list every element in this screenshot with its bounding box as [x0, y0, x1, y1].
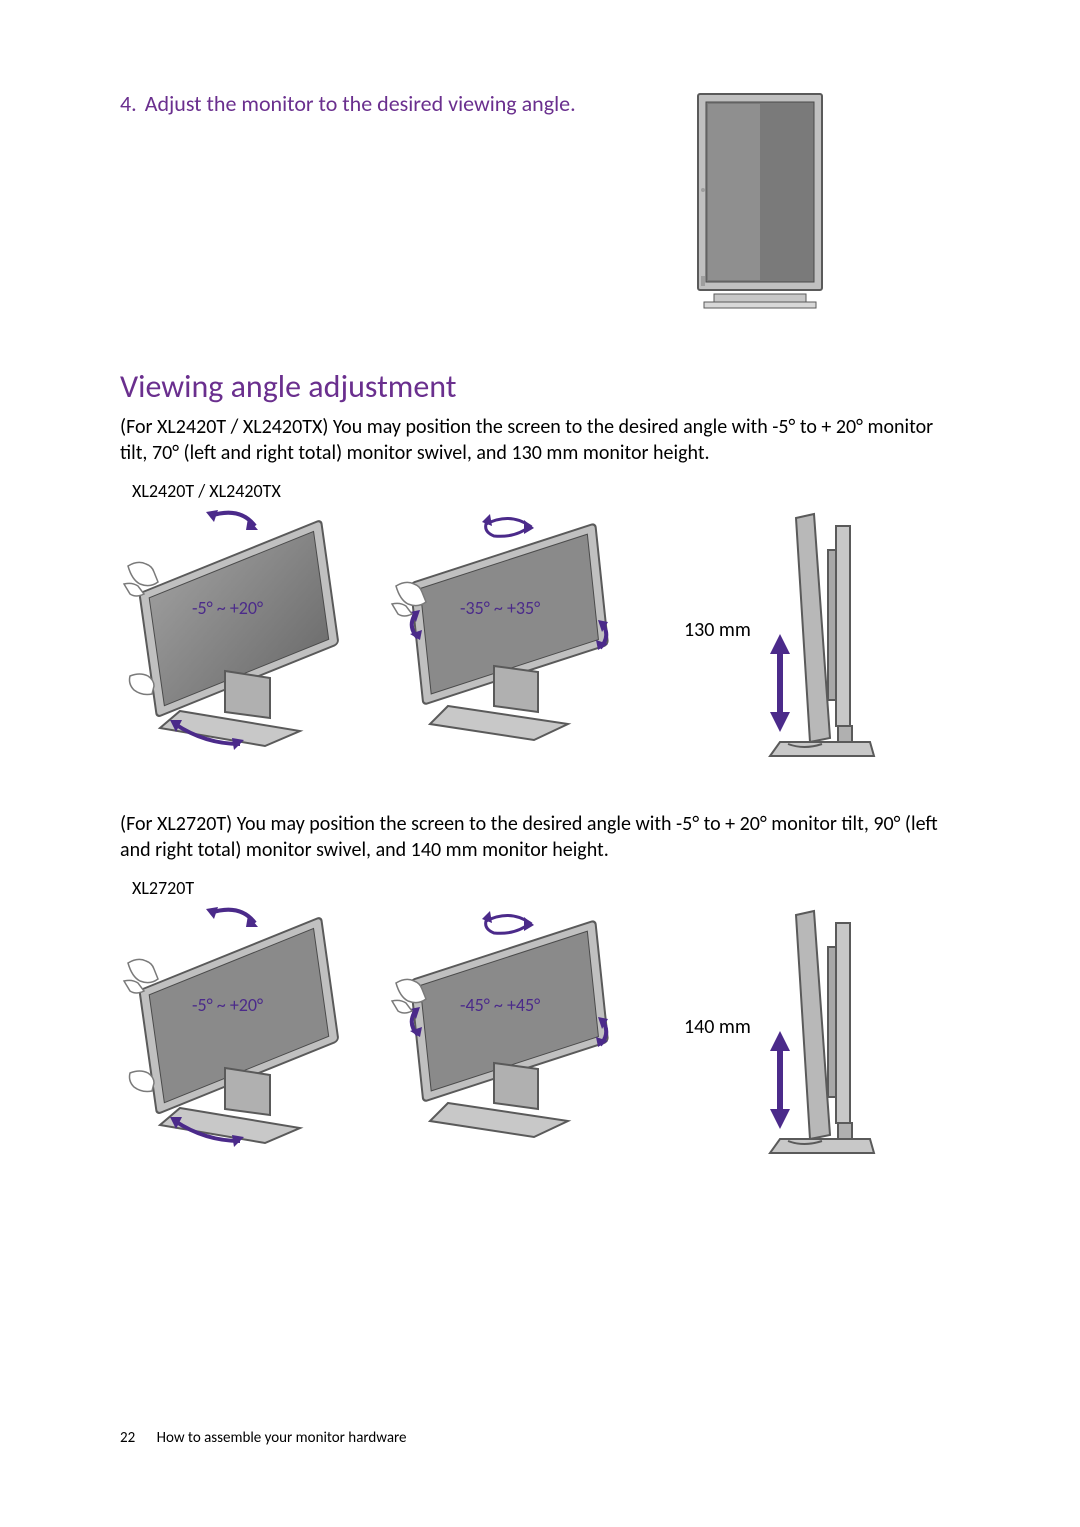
- footer-title: How to assemble your monitor hardware: [157, 1429, 407, 1447]
- step-number: 4.: [120, 90, 137, 117]
- step-text: Adjust the monitor to the desired viewin…: [145, 90, 590, 117]
- page-number: 22: [120, 1429, 135, 1447]
- model-a-intro: (For XL2420T / XL2420TX) You may positio…: [120, 414, 960, 466]
- tilt-label-b: -5° ~ +20°: [192, 994, 263, 1016]
- height-label-a: 130 mm: [684, 618, 751, 642]
- height-label-b: 140 mm: [684, 1015, 751, 1039]
- swivel-label-b: -45° ~ +45°: [460, 994, 540, 1016]
- model-a-row: -5° ~ +20°: [120, 506, 960, 781]
- model-b-intro: (For XL2720T) You may position the scree…: [120, 811, 960, 863]
- section-title: Viewing angle adjustment: [120, 367, 960, 406]
- tilt-diagram-b: -5° ~ +20°: [120, 903, 360, 1158]
- manual-page: 4. Adjust the monitor to the desired vie…: [0, 0, 1080, 1527]
- page-footer: 22 How to assemble your monitor hardware: [120, 1429, 407, 1447]
- model-b-label: XL2720T: [132, 877, 960, 899]
- tilt-label-a: -5° ~ +20°: [192, 597, 263, 619]
- height-diagram-a: 130 mm: [660, 506, 900, 781]
- height-diagram-b: 140 mm: [660, 903, 900, 1178]
- swivel-diagram-a: -35° ~ +35°: [390, 506, 630, 761]
- swivel-label-a: -35° ~ +35°: [460, 597, 540, 619]
- portrait-monitor-figure: [690, 90, 830, 315]
- tilt-diagram-a: -5° ~ +20°: [120, 506, 360, 761]
- model-b-row: -5° ~ +20°: [120, 903, 960, 1178]
- model-a-label: XL2420T / XL2420TX: [132, 480, 960, 502]
- step-4: 4. Adjust the monitor to the desired vie…: [120, 90, 590, 117]
- swivel-diagram-b: -45° ~ +45°: [390, 903, 630, 1158]
